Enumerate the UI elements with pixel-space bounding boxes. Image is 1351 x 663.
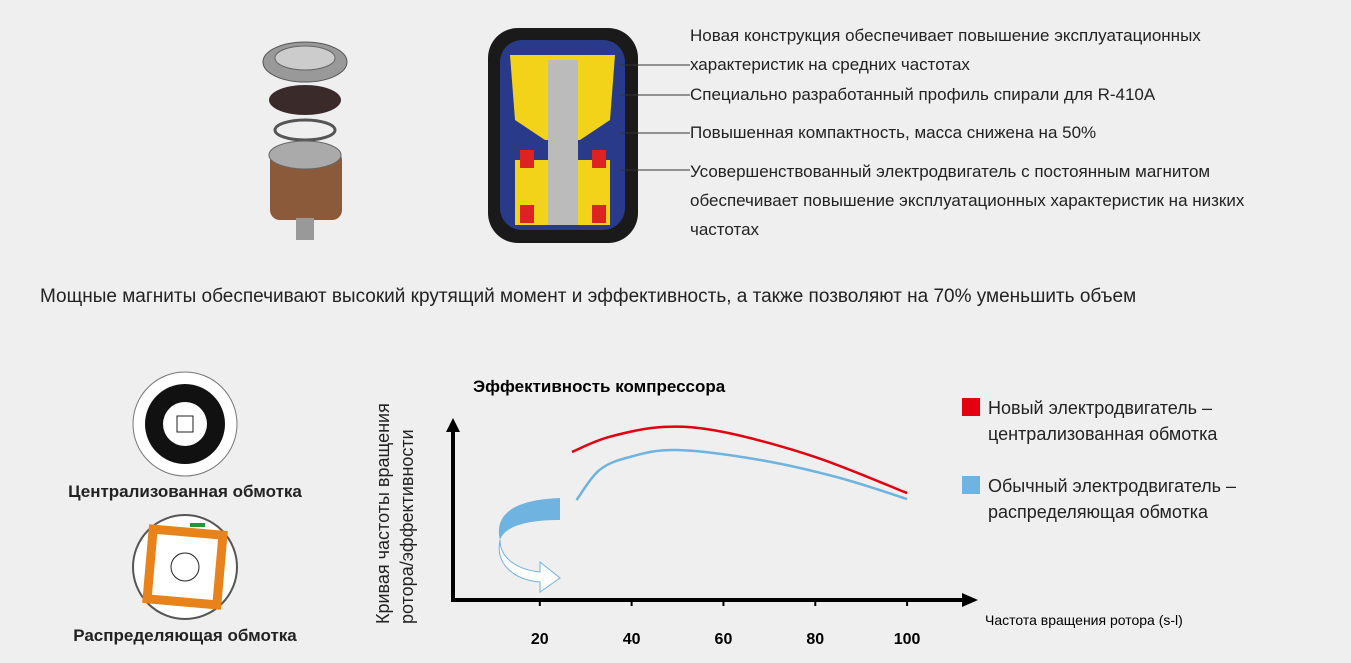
y-axis-label: Кривая частоты вращения ротора/эффективн… bbox=[371, 364, 419, 624]
feature: Повышенная компактность, масса снижена н… bbox=[690, 118, 1260, 147]
chart-title: Эффективность компрессора bbox=[473, 377, 726, 396]
x-axis-label: Частота вращения ротора (s-l) bbox=[985, 612, 1183, 628]
x-tick-label: 80 bbox=[806, 631, 824, 648]
intro: Мощные магниты обеспечивают высокий крут… bbox=[40, 280, 1260, 314]
y-arrow bbox=[446, 418, 460, 432]
winding-label: Распределяющая обмотка bbox=[35, 626, 335, 646]
x-arrow bbox=[962, 593, 978, 607]
x-tick-label: 40 bbox=[623, 631, 641, 648]
feature: Специально разработанный профиль спирали… bbox=[690, 80, 1260, 109]
legend-swatch bbox=[962, 476, 980, 494]
x-tick-label: 20 bbox=[531, 631, 549, 648]
feature: Усовершенствованный электродвигатель с п… bbox=[690, 157, 1260, 244]
legend-label: Обычный электродвигатель – распределяюща… bbox=[988, 473, 1278, 525]
legend-label: Новый электродвигатель – централизованна… bbox=[988, 395, 1278, 447]
feature: Новая конструкция обеспечивает повышение… bbox=[690, 21, 1260, 79]
winding-label: Централизованная обмотка bbox=[35, 482, 335, 502]
legend-swatch bbox=[962, 398, 980, 416]
page: Эффективность компрессора Частота вращен… bbox=[0, 0, 1351, 663]
x-tick-label: 100 bbox=[894, 631, 921, 648]
series-line bbox=[577, 450, 908, 500]
x-tick-label: 60 bbox=[715, 631, 733, 648]
